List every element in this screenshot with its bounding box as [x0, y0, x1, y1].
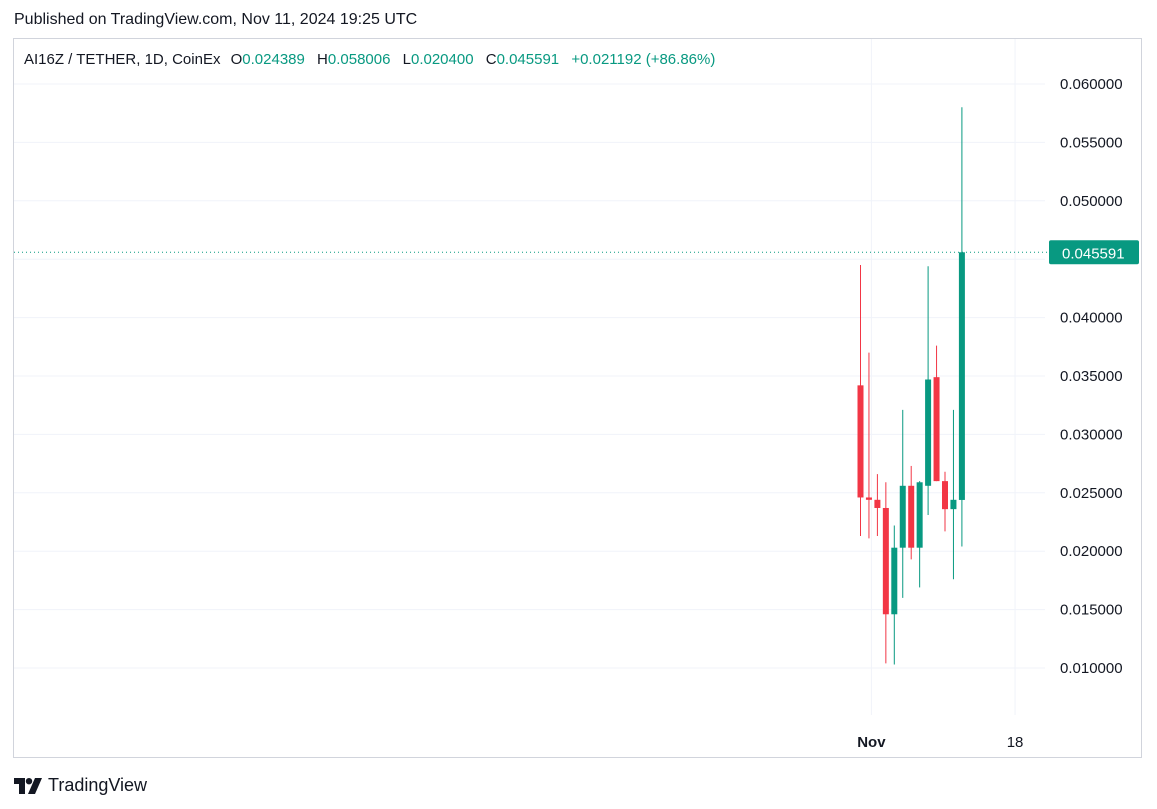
- candle-body: [865, 497, 872, 500]
- y-tick-label: 0.055000: [1060, 134, 1123, 151]
- candle[interactable]: [891, 525, 898, 665]
- last-price-marker: 0.045591: [14, 240, 1139, 265]
- open-label: O: [230, 51, 243, 68]
- candle[interactable]: [874, 474, 881, 537]
- change-value: +0.021192 (+86.86%): [571, 51, 716, 68]
- y-tick-label: 0.025000: [1060, 485, 1123, 502]
- candle-body: [925, 379, 932, 486]
- candle[interactable]: [857, 265, 864, 537]
- chart-frame[interactable]: [13, 38, 1142, 758]
- y-tick-label: 0.040000: [1060, 310, 1123, 327]
- y-tick-label: 0.035000: [1060, 368, 1123, 385]
- x-tick-label: 18: [1007, 734, 1024, 751]
- close-label: C: [485, 51, 497, 68]
- candle[interactable]: [958, 107, 965, 547]
- candle-body: [857, 385, 864, 498]
- candle[interactable]: [950, 409, 957, 580]
- close-value: 0.045591: [496, 51, 560, 68]
- candle-body: [916, 482, 923, 548]
- open-value: 0.024389: [242, 51, 305, 68]
- tradingview-logo-icon: [14, 777, 42, 794]
- y-tick-label: 0.010000: [1060, 660, 1123, 677]
- candle[interactable]: [865, 352, 872, 539]
- candle-body: [874, 499, 881, 508]
- y-axis-labels: 0.010000 0.015000 0.020000 0.025000 0.030000…: [1060, 76, 1123, 677]
- candle[interactable]: [882, 482, 889, 664]
- y-tick-label: 0.020000: [1060, 543, 1123, 560]
- candle-body: [933, 377, 940, 482]
- low-value: 0.020400: [410, 51, 474, 68]
- published-caption: Published on TradingView.com, Nov 11, 20…: [14, 11, 418, 28]
- last-price-badge: [1049, 240, 1139, 265]
- candle-body: [950, 499, 957, 510]
- ohlc-legend: AI16Z / TETHER, 1D, CoinEx O0.024389 H0.…: [24, 51, 723, 68]
- candle[interactable]: [942, 471, 948, 532]
- y-tick-label: 0.030000: [1060, 426, 1123, 443]
- candles: [857, 107, 965, 665]
- candle-body: [891, 547, 898, 615]
- y-tick-label: 0.060000: [1060, 76, 1123, 93]
- grid-lines: [14, 39, 1045, 715]
- candle-body: [908, 485, 915, 548]
- last-price-label: 0.045591: [1062, 245, 1125, 262]
- candle-body: [958, 252, 965, 500]
- candle[interactable]: [916, 481, 923, 588]
- symbol-label[interactable]: AI16Z / TETHER, 1D, CoinEx: [24, 51, 221, 68]
- candle-body: [882, 507, 889, 615]
- low-label: L: [402, 51, 411, 68]
- x-axis-labels: Nov 18: [857, 734, 1023, 751]
- high-label: H: [317, 51, 328, 68]
- candle[interactable]: [933, 345, 940, 482]
- candle[interactable]: [925, 266, 932, 515]
- tradingview-logo[interactable]: TradingView: [14, 775, 147, 796]
- x-tick-label: Nov: [857, 734, 886, 751]
- y-tick-label: 0.015000: [1060, 602, 1123, 619]
- y-tick-label: 0.050000: [1060, 193, 1123, 210]
- candle[interactable]: [899, 409, 906, 598]
- high-value: 0.058006: [327, 51, 391, 68]
- candle-body: [942, 481, 948, 510]
- candle-body: [899, 485, 906, 548]
- tradingview-brand: TradingView: [48, 775, 148, 795]
- candle[interactable]: [908, 465, 915, 560]
